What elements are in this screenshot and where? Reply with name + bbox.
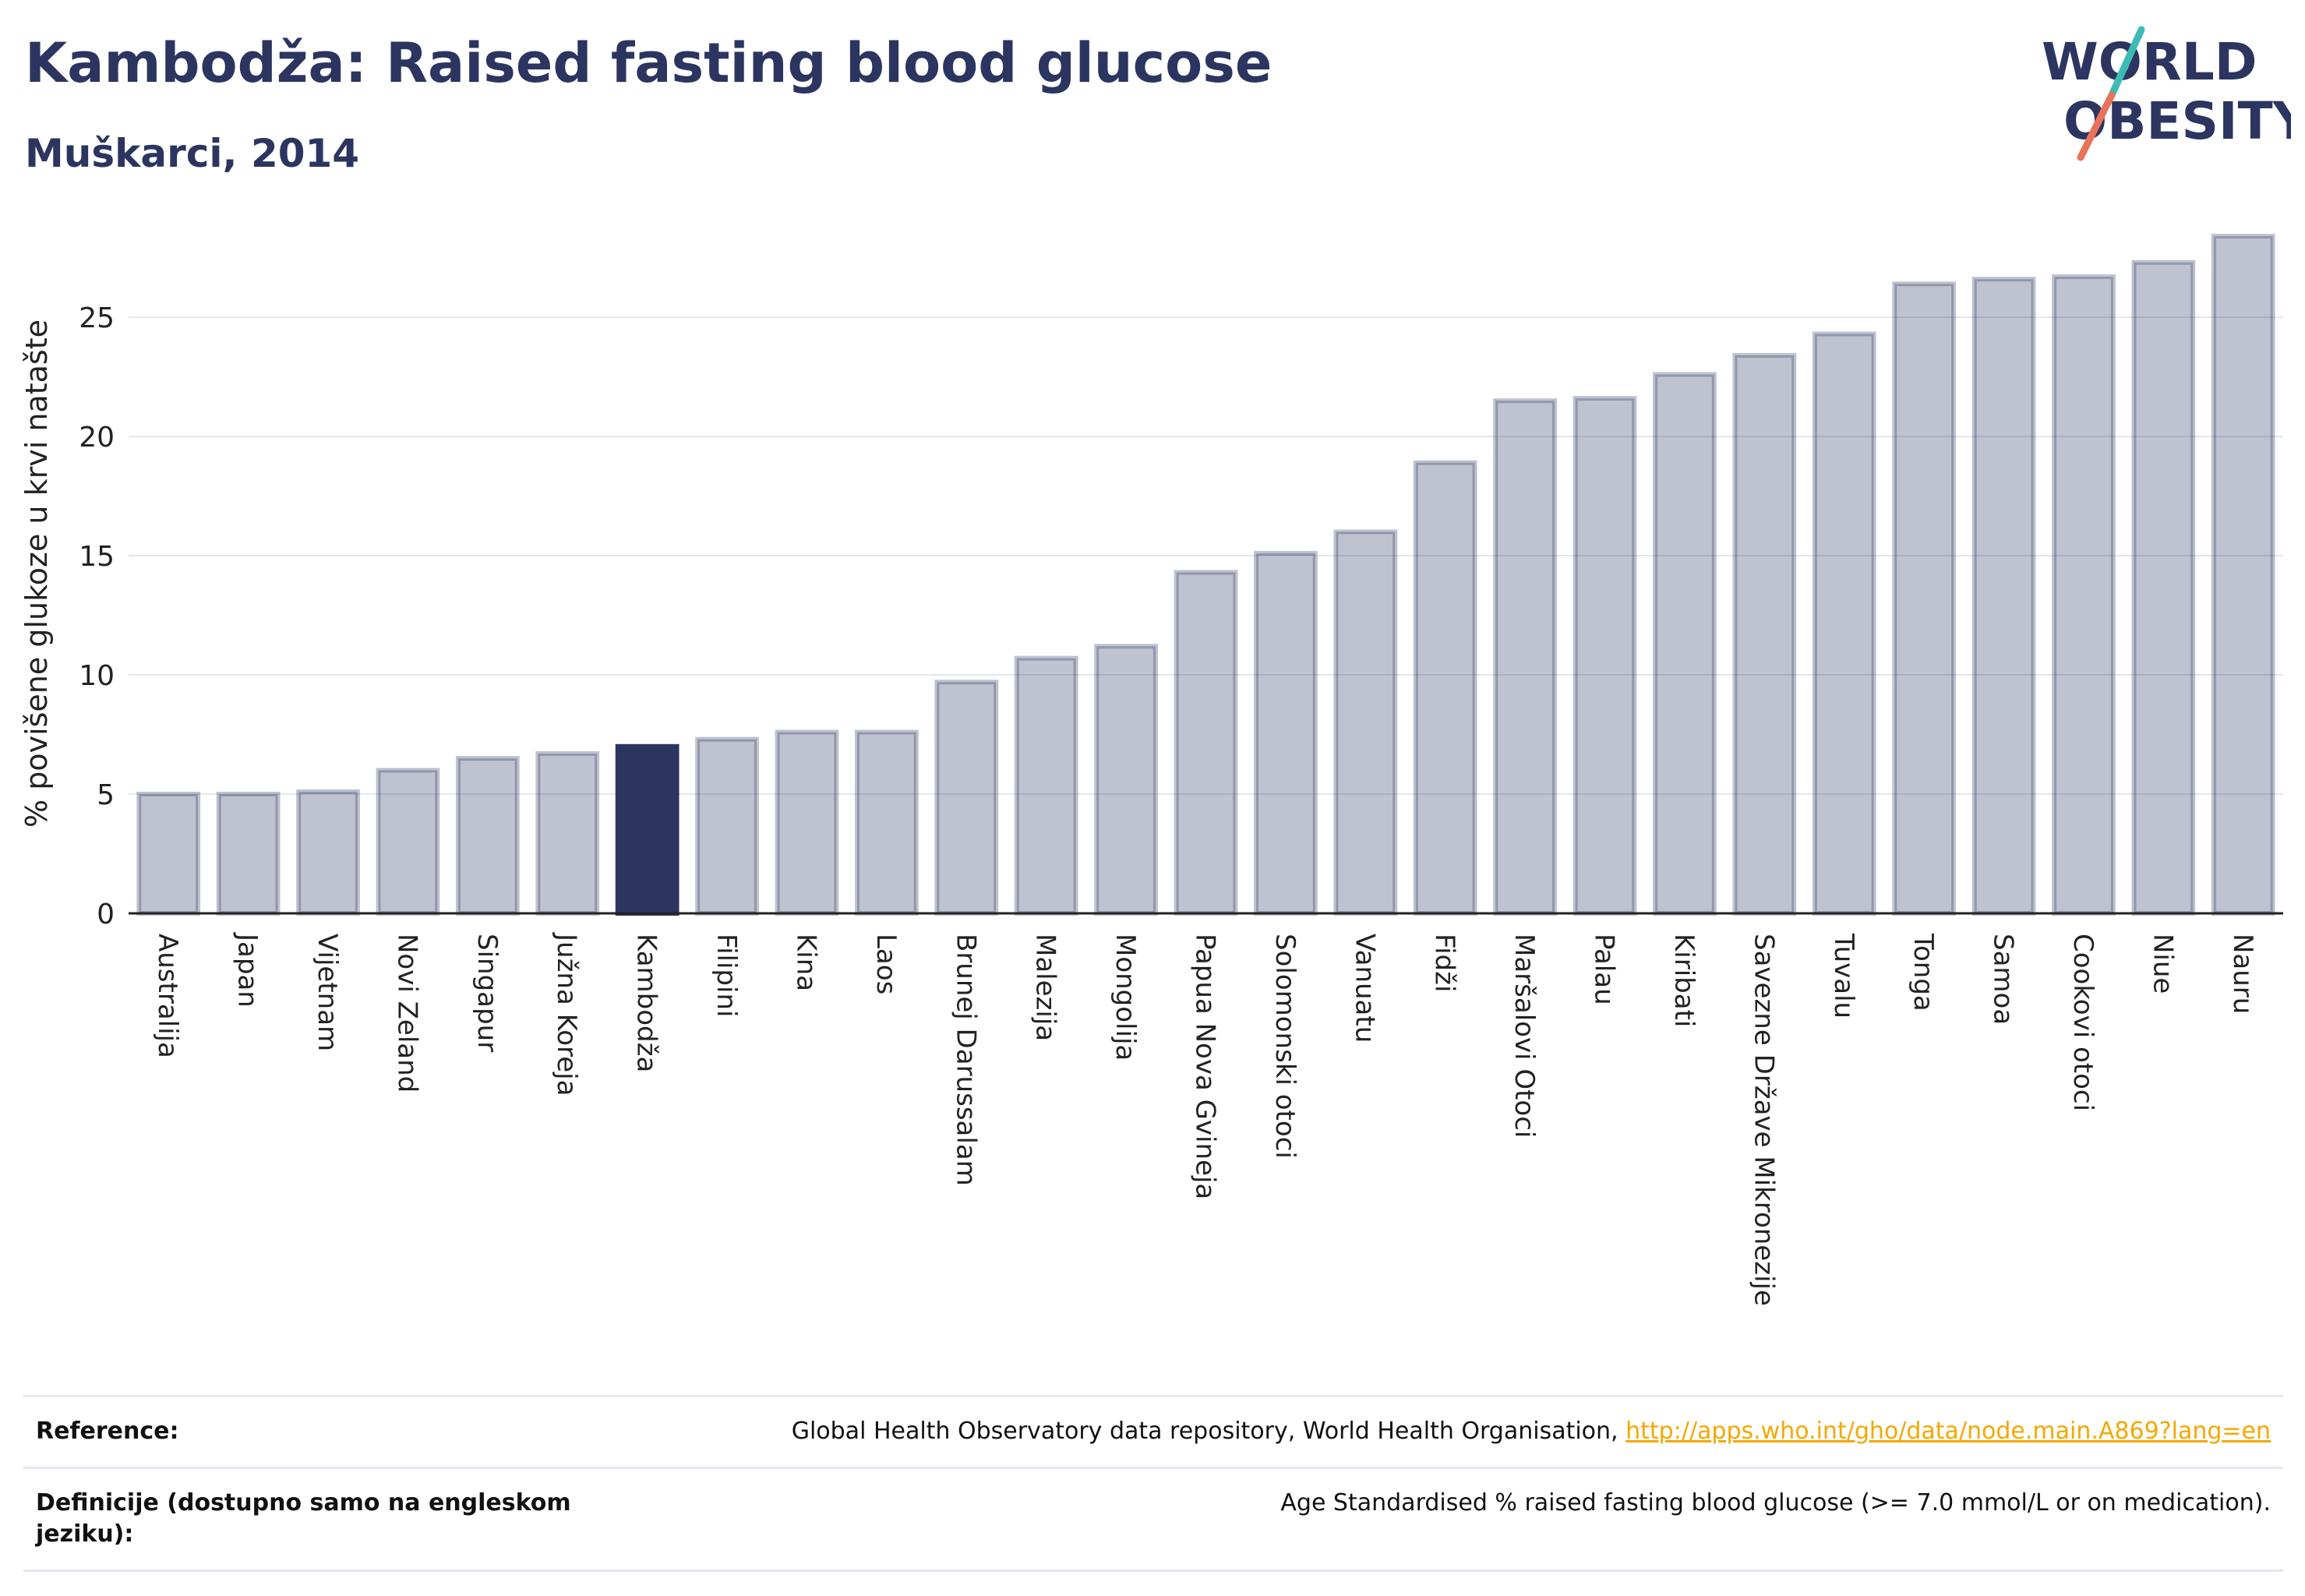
bar-tuvalu [1812, 331, 1876, 916]
x-tick-label: Vanuatu [1349, 934, 1380, 1043]
x-tick-label: Savezne Države Mikronezije [1748, 934, 1779, 1306]
reference-label: Reference: [36, 1418, 179, 1445]
reference-text: Global Health Observatory data repositor… [791, 1418, 1618, 1445]
bar-kambodža [615, 743, 679, 916]
reference-table: Reference: Global Health Observatory dat… [23, 1395, 2283, 1572]
x-tick-label: Maršalovi Otoci [1509, 934, 1540, 1138]
bar-samoa [1971, 277, 2036, 916]
definition-row: Definicije (dostupno samo na engleskom j… [23, 1466, 2283, 1572]
x-tick-label: Vijetnam [312, 934, 343, 1051]
bar-layer [136, 234, 2275, 916]
x-tick-label: Tuvalu [1828, 933, 1859, 1019]
bar-cookovi-otoci [2052, 274, 2116, 916]
bar-malezija [1014, 655, 1078, 916]
reference-link[interactable]: http://apps.who.int/gho/data/node.main.A… [1626, 1418, 2271, 1445]
x-tick-label: Solomonski otoci [1269, 934, 1301, 1159]
y-axis-label: % povišene glukoze u krvi natašte [19, 320, 54, 828]
bar-tonga [1892, 281, 1957, 916]
x-tick-label: Filipini [711, 934, 742, 1017]
y-tick-label: 10 [79, 660, 115, 692]
bar-kina [775, 729, 839, 916]
bar-vanuatu [1333, 529, 1398, 916]
bar-fidži [1413, 460, 1477, 916]
x-tick-label: Novi Zeland [391, 934, 422, 1093]
bar-savezne-države-mikronezije [1732, 353, 1797, 916]
x-tick-label: Fidži [1429, 934, 1460, 992]
grid-layer [129, 316, 2283, 796]
reference-value: Global Health Observatory data repositor… [792, 1416, 2271, 1448]
bar-mongolija [1094, 644, 1158, 916]
x-tick-label: Malezija [1030, 934, 1061, 1041]
x-tick-label: Tonga [1908, 933, 1939, 1012]
x-tick-label: Palau [1589, 934, 1620, 1005]
x-tick-label: Kiribati [1668, 934, 1700, 1027]
definition-label: Definicije (dostupno samo na engleskom j… [36, 1488, 571, 1548]
bar-laos [854, 729, 919, 916]
bar-nauru [2211, 234, 2275, 916]
page-title: Kambodža: Raised fasting blood glucose [25, 31, 1273, 95]
bar-brunej-darussalam [934, 680, 999, 916]
x-tick-label: Australija [152, 934, 183, 1058]
y-tick-label: 25 [79, 302, 115, 334]
y-tick-label: 20 [79, 422, 115, 454]
bar-solomonski-otoci [1254, 550, 1318, 916]
definition-value: Age Standardised % raised fasting blood … [1280, 1488, 2271, 1517]
page-subtitle: Muškarci, 2014 [25, 131, 360, 176]
bar-južna-koreja [535, 751, 600, 916]
bar-vijetnam [296, 789, 360, 916]
x-tick-label: Mongolija [1110, 934, 1141, 1061]
bar-filipini [695, 736, 759, 916]
y-tick-label: 5 [97, 779, 115, 811]
x-tick-label: Niue [2147, 934, 2178, 994]
logo-slash-bottom [2077, 91, 2116, 161]
x-tick-label: Nauru [2227, 934, 2258, 1014]
bar-niue [2131, 260, 2196, 916]
x-tick-label: Cookovi otoci [2067, 934, 2099, 1111]
x-tick-label: Papua Nova Gvineja [1190, 934, 1221, 1199]
bar-papua-nova-gvineja [1174, 570, 1238, 916]
reference-row: Reference: Global Health Observatory dat… [23, 1395, 2283, 1467]
x-tick-label: Kina [790, 934, 821, 991]
x-tick-label: Brunej Darussalam [950, 934, 981, 1186]
y-tick-label: 0 [97, 899, 115, 930]
bar-japan [216, 792, 281, 916]
bar-chart: 0 5 10 15 20 25 Australija Japan Vijetnam Novi Ze… [19, 234, 2283, 1306]
x-tick-label: Južna Koreja [551, 932, 582, 1096]
bar-australija [136, 792, 201, 916]
bar-novi-zeland [376, 768, 440, 916]
bar-kiribati [1653, 372, 1717, 916]
x-tick-label: Singapur [471, 934, 503, 1052]
x-tick-label: Laos [870, 934, 902, 994]
bar-maršalovi-otoci [1493, 398, 1558, 916]
y-tick-label: 15 [79, 541, 115, 573]
x-tick-label: Japan [232, 932, 263, 1008]
world-obesity-logo: WORLD OBESITY [2042, 26, 2291, 161]
logo-slash-top [2108, 26, 2145, 99]
x-tick-label: Samoa [1988, 934, 2019, 1025]
axis-layer: 0 5 10 15 20 25 Australija Japan Vijetnam Novi Ze… [79, 302, 2283, 1306]
bar-singapur [455, 756, 520, 916]
bar-palau [1573, 396, 1637, 916]
x-tick-label: Kambodža [631, 934, 662, 1072]
logo-word-1: WORLD [2042, 32, 2257, 92]
